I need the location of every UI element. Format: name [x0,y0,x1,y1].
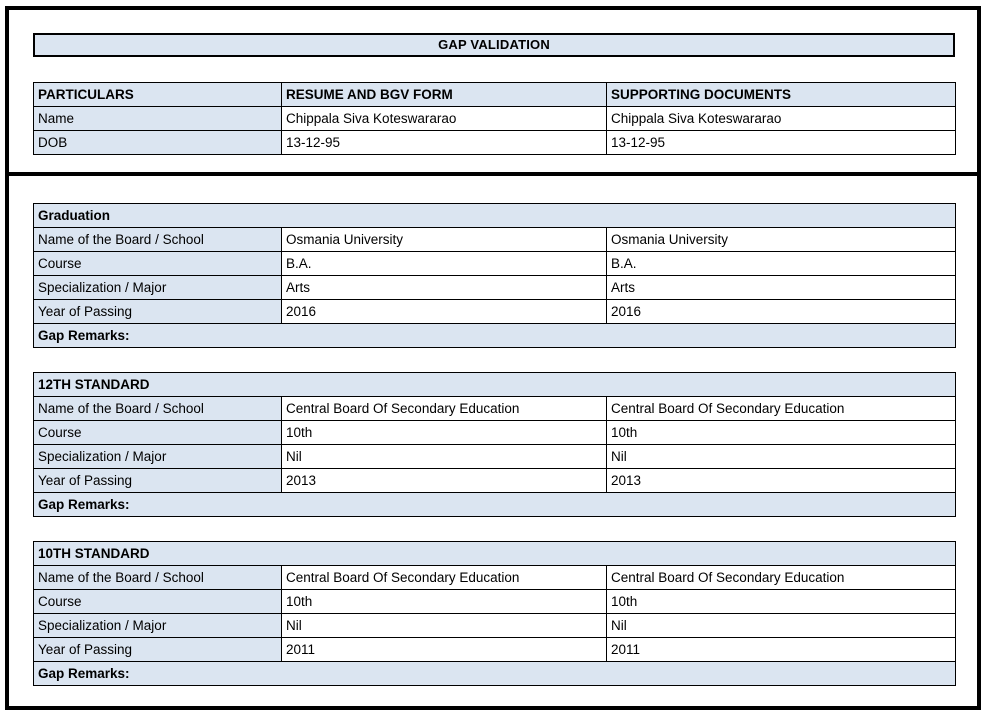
cell-supporting-value: Chippala Siva Koteswararao [606,106,956,131]
cell-label: Specialization / Major [33,613,282,638]
cell-resume-value: Osmania University [281,227,607,252]
cell-label: Year of Passing [33,468,282,493]
table-row: Name of the Board / School Central Board… [33,396,956,421]
cell-label: Name of the Board / School [33,396,282,421]
table-row: Specialization / Major Arts Arts [33,275,957,300]
column-header-particulars: PARTICULARS [33,82,282,107]
cell-supporting-value: 2016 [605,299,957,324]
cell-resume-value: 10th [281,420,607,445]
cell-resume-value: 10th [281,589,607,614]
cell-label: Specialization / Major [33,275,282,300]
table-row: Specialization / Major Nil Nil [33,444,956,469]
cell-supporting-value: Arts [605,275,957,300]
cell-supporting-value: 10th [606,420,956,445]
cell-resume-value: Central Board Of Secondary Education [281,396,607,421]
cell-resume-value: 2016 [281,299,607,324]
gap-remarks-row: Gap Remarks: [32,323,957,348]
section-heading-row: 10TH STANDARD [33,541,956,566]
cell-resume-value: Nil [281,613,607,638]
cell-supporting-value: 13-12-95 [606,130,956,155]
table-row: Name Chippala Siva Koteswararao Chippala… [33,106,956,131]
gap-remarks-label: Gap Remarks: [33,492,956,517]
cell-supporting-value: Nil [606,613,956,638]
cell-resume-value: 2013 [281,468,607,493]
gap-remarks-row: Gap Remarks: [33,661,956,686]
cell-label: Year of Passing [33,299,282,324]
cell-resume-value: 2011 [281,637,607,662]
tenth-standard-table: 10TH STANDARD Name of the Board / School… [33,541,956,686]
cell-supporting-value: Osmania University [605,227,957,252]
section-heading-row: 12TH STANDARD [33,372,956,397]
cell-supporting-value: 2013 [606,468,956,493]
table-row: Year of Passing 2013 2013 [33,468,956,493]
table-row: Course B.A. B.A. [33,251,957,276]
table-row: Course 10th 10th [33,589,956,614]
cell-supporting-value: 10th [606,589,956,614]
table-row: Specialization / Major Nil Nil [33,613,956,638]
cell-label: Name of the Board / School [33,565,282,590]
table-row: Course 10th 10th [33,420,956,445]
cell-resume-value: Arts [281,275,607,300]
gap-remarks-label: Gap Remarks: [32,323,957,348]
table-row: Name of the Board / School Osmania Unive… [33,227,957,252]
section-heading: 10TH STANDARD [33,541,956,566]
table-row: Name of the Board / School Central Board… [33,565,956,590]
cell-label: Course [33,589,282,614]
section-divider [9,172,977,176]
cell-label: Course [33,420,282,445]
cell-resume-value: 13-12-95 [281,130,607,155]
cell-label: DOB [33,130,282,155]
cell-supporting-value: B.A. [605,251,957,276]
table-row: Year of Passing 2016 2016 [33,299,957,324]
section-heading: Graduation [32,203,957,228]
table-row: DOB 13-12-95 13-12-95 [33,130,956,155]
document-frame: GAP VALIDATION PARTICULARS RESUME AND BG… [5,6,981,710]
table-row: Year of Passing 2011 2011 [33,637,956,662]
cell-label: Course [33,251,282,276]
gap-remarks-row: Gap Remarks: [33,492,956,517]
cell-supporting-value: 2011 [606,637,956,662]
cell-supporting-value: Nil [606,444,956,469]
section-heading-row: Graduation [32,203,957,228]
cell-resume-value: Chippala Siva Koteswararao [281,106,607,131]
cell-resume-value: Central Board Of Secondary Education [281,565,607,590]
cell-supporting-value: Central Board Of Secondary Education [606,565,956,590]
page-title: GAP VALIDATION [33,33,955,57]
cell-supporting-value: Central Board Of Secondary Education [606,396,956,421]
cell-label: Name of the Board / School [33,227,282,252]
cell-label: Name [33,106,282,131]
particulars-table: PARTICULARS RESUME AND BGV FORM SUPPORTI… [33,82,956,155]
gap-remarks-label: Gap Remarks: [33,661,956,686]
cell-label: Year of Passing [33,637,282,662]
cell-label: Specialization / Major [33,444,282,469]
twelfth-standard-table: 12TH STANDARD Name of the Board / School… [33,372,956,517]
section-heading: 12TH STANDARD [33,372,956,397]
cell-resume-value: Nil [281,444,607,469]
column-header-resume: RESUME AND BGV FORM [281,82,607,107]
graduation-table: Graduation Name of the Board / School Os… [32,203,957,348]
table-header-row: PARTICULARS RESUME AND BGV FORM SUPPORTI… [33,82,956,107]
column-header-supporting: SUPPORTING DOCUMENTS [606,82,956,107]
cell-resume-value: B.A. [281,251,607,276]
